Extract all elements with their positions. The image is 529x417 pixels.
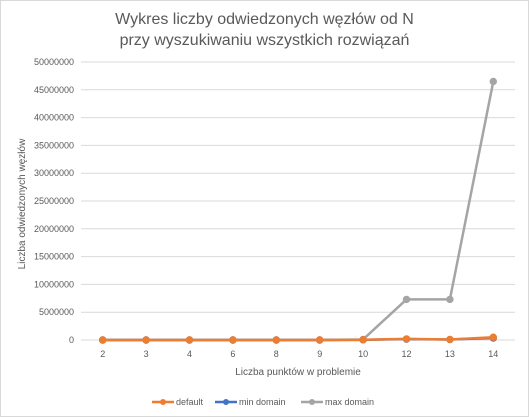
legend: default min domain max domain <box>152 397 374 407</box>
data-point <box>142 336 150 344</box>
data-point <box>446 335 454 344</box>
data-point <box>489 77 497 86</box>
x-tick-label: 3 <box>144 349 149 359</box>
y-tick-label: 45000000 <box>34 85 74 95</box>
x-tick-label: 4 <box>187 349 192 359</box>
y-tick-label: 35000000 <box>34 140 74 150</box>
x-tick-label: 2 <box>100 349 105 359</box>
y-axis-tick-labels: 0 5000000 10000000 15000000 20000000 25000000… <box>34 57 74 345</box>
y-tick-label: 5000000 <box>39 307 74 317</box>
x-tick-label: 8 <box>274 349 279 359</box>
legend-marker <box>223 399 229 405</box>
series-line-default <box>102 335 494 342</box>
data-point <box>272 336 280 344</box>
series-lines <box>99 77 497 344</box>
series-line-max-domain <box>102 81 495 342</box>
data-point <box>99 336 107 344</box>
y-tick-label: 40000000 <box>34 113 74 123</box>
x-axis-tick-labels: 2 3 4 6 8 9 10 12 13 14 <box>100 349 498 359</box>
data-point <box>185 336 194 344</box>
legend-label: max domain <box>325 397 374 407</box>
legend-label: default <box>176 397 204 407</box>
y-tick-label: 30000000 <box>34 168 74 178</box>
gridlines <box>81 61 515 341</box>
data-point <box>402 335 411 343</box>
y-tick-label: 50000000 <box>34 57 74 67</box>
data-point <box>316 336 324 344</box>
y-tick-label: 25000000 <box>34 196 74 206</box>
chart-title-line-1: Wykres liczby odwiedzonych węzłów od N <box>115 11 414 28</box>
y-tick-label: 20000000 <box>34 224 74 234</box>
x-axis-title: Liczba punktów w problemie <box>235 367 361 378</box>
data-point <box>359 336 367 344</box>
data-point <box>489 333 497 341</box>
x-tick-label: 13 <box>445 349 455 359</box>
chart-title-line-2: przy wyszukiwaniu wszystkich rozwiązań <box>119 32 410 49</box>
x-tick-label: 12 <box>401 349 411 359</box>
y-tick-label: 10000000 <box>34 279 74 289</box>
legend-marker <box>309 399 315 405</box>
x-tick-label: 6 <box>230 349 235 359</box>
legend-marker <box>160 399 166 405</box>
data-point <box>446 295 454 304</box>
y-axis-title: Liczba odwiedzonych węzłów <box>17 138 28 269</box>
data-point <box>229 336 237 344</box>
x-tick-label: 10 <box>358 349 368 359</box>
y-tick-label: 0 <box>69 335 74 345</box>
data-point <box>402 295 411 304</box>
x-tick-label: 14 <box>488 349 498 359</box>
legend-label: min domain <box>239 397 286 407</box>
y-tick-label: 15000000 <box>34 252 74 262</box>
x-tick-label: 9 <box>317 349 322 359</box>
